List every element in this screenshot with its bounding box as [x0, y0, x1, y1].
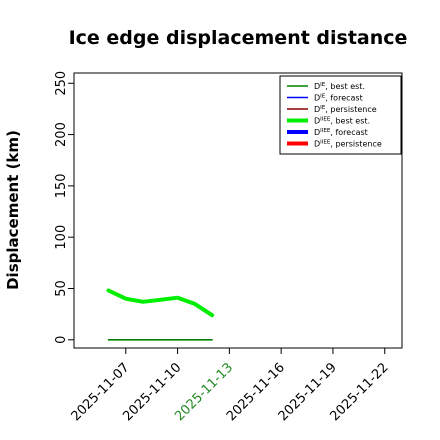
- legend-label-sup: IE: [320, 94, 326, 100]
- legend-label: DIIEE, best est.: [314, 117, 370, 126]
- y-tick-label: 0: [54, 336, 69, 344]
- y-tick-label: 100: [54, 225, 69, 250]
- legend-label-sup: IIEE: [320, 128, 331, 134]
- y-tick-label: 50: [54, 280, 69, 297]
- legend-label-rest: , best est.: [325, 82, 365, 91]
- y-axis: 0 50 100 150 200 250: [54, 71, 74, 344]
- legend-label-rest: , forecast: [325, 94, 362, 103]
- legend-label-main: D: [314, 128, 320, 137]
- y-tick-label: 150: [54, 173, 69, 198]
- plot-frame: [73, 72, 403, 349]
- legend-label: DIE, forecast: [314, 94, 363, 103]
- series-line-3: [106, 288, 215, 318]
- legend-label-sup: IIEE: [320, 140, 331, 146]
- legend-label: DIE, best est.: [314, 82, 365, 91]
- legend-label-main: D: [314, 82, 320, 91]
- legend-label-main: D: [314, 140, 320, 149]
- x-axis: 2025-11-072025-11-102025-11-132025-11-16…: [69, 348, 392, 424]
- plot-series: [106, 288, 215, 341]
- legend-label-sup: IIEE: [320, 117, 331, 123]
- legend-label-main: D: [314, 117, 320, 126]
- y-tick-label: 200: [54, 122, 69, 147]
- legend-label-rest: , persistence: [330, 140, 381, 149]
- legend-label-sup: IE: [320, 82, 326, 88]
- y-tick-label: 250: [54, 71, 69, 96]
- legend-label: DIIEE, persistence: [314, 140, 382, 149]
- legend-label-rest: , persistence: [325, 105, 376, 114]
- y-axis-label: Displacement (km): [4, 130, 22, 290]
- legend-label-main: D: [314, 94, 320, 103]
- legend-label-rest: , forecast: [330, 128, 367, 137]
- legend-box: [279, 75, 402, 155]
- legend-label: DIIEE, forecast: [314, 128, 368, 137]
- legend-label-sup: IE: [320, 105, 326, 111]
- legend-label-main: D: [314, 105, 320, 114]
- legend-label-rest: , best est.: [330, 117, 370, 126]
- chart-title: Ice edge displacement distance: [69, 27, 408, 49]
- legend-label: DIE, persistence: [314, 105, 377, 114]
